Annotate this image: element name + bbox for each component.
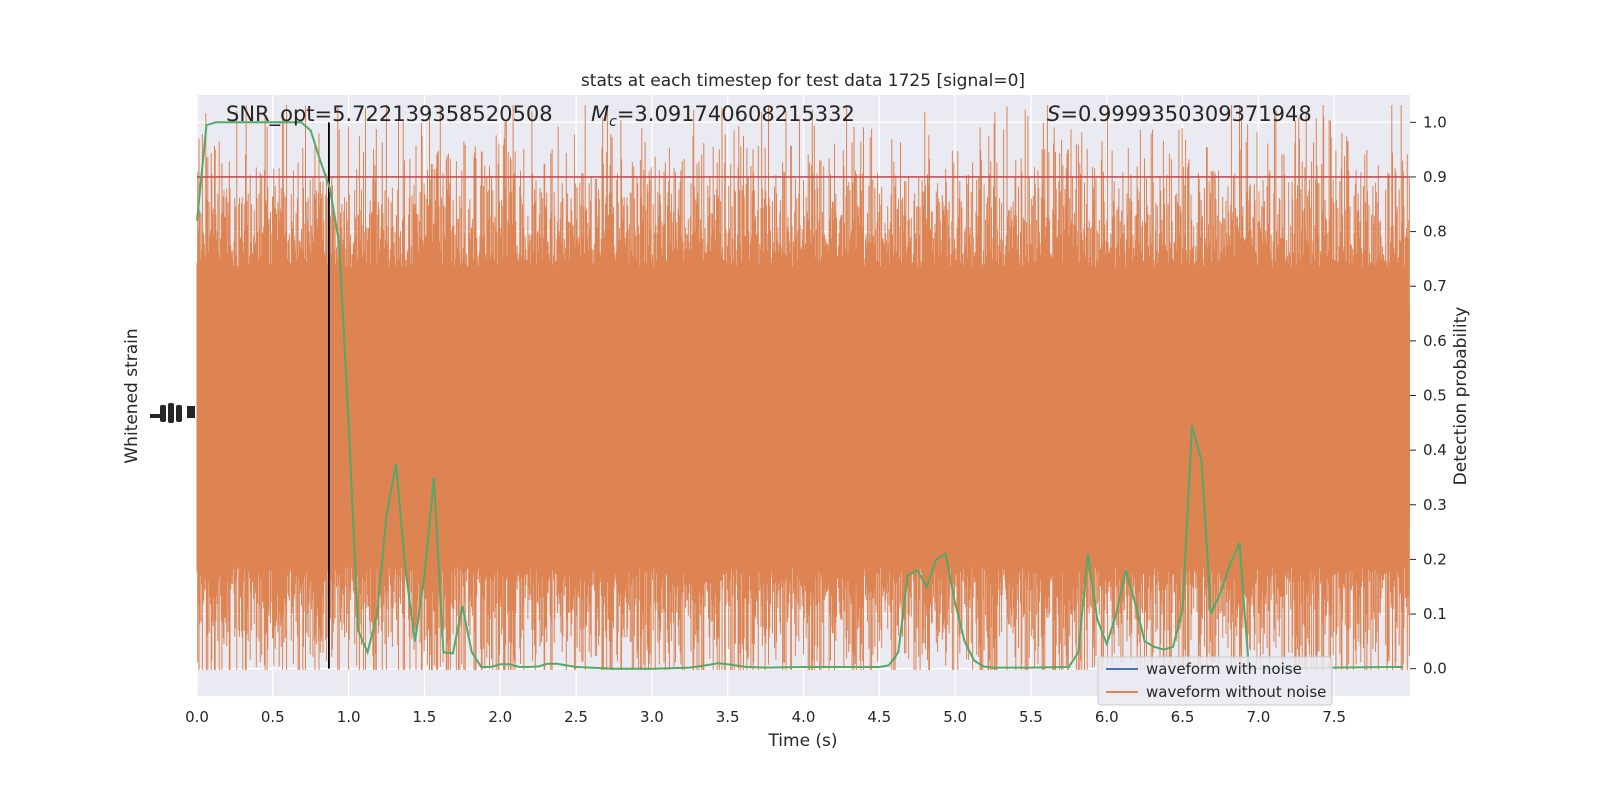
x-tick-label: 1.0 bbox=[337, 708, 361, 726]
y-tick-label: 0.7 bbox=[1423, 277, 1447, 295]
chart-title: stats at each timestep for test data 172… bbox=[581, 71, 1025, 91]
y-tick-label: 0.2 bbox=[1423, 550, 1447, 568]
y-tick-label: 0.0 bbox=[1423, 660, 1447, 678]
right-y-axis-label: Detection probability bbox=[1451, 307, 1471, 486]
x-tick-label: 2.0 bbox=[488, 708, 512, 726]
x-tick-label: 6.0 bbox=[1095, 708, 1119, 726]
score-annotation: S=0.9999350309371948 bbox=[1047, 102, 1312, 126]
x-tick-label: 7.0 bbox=[1246, 708, 1270, 726]
x-tick-label: 0.5 bbox=[261, 708, 285, 726]
y-tick-label: 0.9 bbox=[1423, 168, 1447, 186]
x-tick-label: 0.0 bbox=[185, 708, 209, 726]
x-axis-label: Time (s) bbox=[767, 731, 837, 751]
y-tick-label: 0.3 bbox=[1423, 496, 1447, 514]
x-tick-label: 6.5 bbox=[1171, 708, 1195, 726]
x-tick-label: 3.0 bbox=[640, 708, 664, 726]
legend-box bbox=[1097, 656, 1333, 706]
y-tick-label: 1.0 bbox=[1423, 113, 1447, 131]
collapsed-left-tick-labels bbox=[150, 403, 195, 423]
y-tick-label: 0.4 bbox=[1423, 441, 1447, 459]
chirp-mass-annotation: Mc=3.091740608215332 bbox=[591, 102, 855, 130]
x-tick-label: 5.5 bbox=[1019, 708, 1043, 726]
axis-ticks: 0.0 0.5 1.0 1.5 2.0 2.5 3.0 3.5 4.0 4.5 5.0 5.5 6.0 6… bbox=[185, 113, 1447, 726]
left-y-axis-label: Whitened strain bbox=[122, 328, 142, 463]
y-tick-label: 0.1 bbox=[1423, 605, 1447, 623]
x-tick-label: 2.5 bbox=[564, 708, 588, 726]
x-tick-label: 7.5 bbox=[1322, 708, 1346, 726]
legend: waveform with noise waveform without noi… bbox=[1097, 656, 1333, 706]
x-tick-label: 4.0 bbox=[792, 708, 816, 726]
y-tick-label: 0.8 bbox=[1423, 223, 1447, 241]
y-tick-label: 0.6 bbox=[1423, 332, 1447, 350]
x-tick-label: 3.5 bbox=[716, 708, 740, 726]
x-tick-label: 4.5 bbox=[867, 708, 891, 726]
x-tick-label: 1.5 bbox=[413, 708, 437, 726]
snr-annotation: SNR_opt=5.722139358520508 bbox=[226, 102, 553, 127]
x-tick-label: 5.0 bbox=[943, 708, 967, 726]
waveform-without-noise-core bbox=[197, 308, 1410, 527]
legend-label-without-noise: waveform without noise bbox=[1146, 683, 1326, 701]
y-tick-label: 0.5 bbox=[1423, 387, 1447, 405]
legend-label-with-noise: waveform with noise bbox=[1146, 660, 1302, 678]
detection-probability-series bbox=[196, 121, 1403, 670]
